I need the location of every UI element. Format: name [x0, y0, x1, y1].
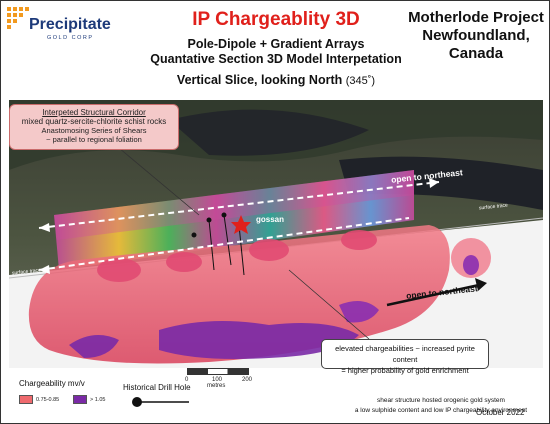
legend-label-low: 0.75-0.85 — [36, 397, 60, 403]
logo-subtitle: GOLD CORP — [47, 35, 94, 41]
model-scene — [9, 100, 543, 368]
page-title: IP Chargeablity 3D — [192, 9, 360, 30]
scale-tick-200: 200 — [242, 377, 253, 383]
scale-tick-0: 0 — [185, 377, 189, 383]
scale-unit: metres — [207, 383, 226, 389]
slice-angle: (345˚) — [345, 75, 376, 87]
project-name: Motherlode Project — [408, 9, 544, 26]
isosurface-bump — [166, 252, 202, 272]
gossan-star-icon — [231, 215, 251, 234]
isosurface-core-east — [463, 255, 479, 275]
legend-swatch-low — [19, 395, 33, 404]
arrow-head-west-icon — [39, 223, 50, 232]
footer-note: shear structure hosted orogenic gold sys… — [331, 396, 549, 416]
lake-shape — [169, 109, 369, 156]
callout-leader-2 — [288, 269, 370, 340]
legend-title: Chargeability mv/v — [19, 379, 85, 388]
slice-label: Vertical Slice, looking North — [176, 73, 343, 87]
arrow-head-west-icon — [39, 265, 50, 274]
legend-drill-label: Historical Drill Hole — [123, 383, 191, 392]
arrow-head-east-icon — [475, 278, 487, 291]
isosurface-bump — [249, 239, 289, 261]
open-arrow-line — [386, 283, 480, 307]
footer-line2: a low sulphide content and low IP charge… — [354, 407, 528, 414]
date-label: October 2022 — [476, 408, 525, 417]
scale-bar — [187, 368, 249, 375]
footer-line1: shear structure hosted orogenic gold sys… — [377, 397, 505, 404]
chargeability-callout: elevated chargeabilities ~ increased pyr… — [321, 339, 489, 375]
slice-heading: Vertical Slice, looking North (345˚) — [116, 73, 436, 87]
legend-swatch-high — [73, 395, 87, 404]
callout-shears: Anastomosing Series of Shears — [41, 126, 147, 135]
chargeability-section — [54, 170, 414, 270]
arrow-head-east-icon — [429, 178, 439, 188]
section-upper-band — [54, 170, 414, 240]
label-gossan: gossan — [256, 215, 285, 224]
open-direction-arrows — [38, 181, 440, 271]
drill-hole-legend-icon — [132, 397, 189, 407]
chargeability-core-high-1 — [159, 321, 359, 359]
logo-wordmark: Precipitate — [29, 16, 111, 33]
subtitle-model: Quantative Section 3D Model Interpetatio… — [150, 52, 402, 66]
isosurface-bump — [97, 258, 141, 282]
subtitle-arrays: Pole-Dipole + Gradient Arrays — [187, 37, 365, 51]
chargeability-core-high-2 — [69, 335, 119, 358]
lake-shape-east — [339, 156, 543, 210]
callout2-line1: elevated chargeabilities ~ increased pyr… — [335, 344, 475, 364]
structural-corridor-callout: Interpeted Structural Corridor mixed qua… — [9, 104, 179, 150]
project-location: Newfoundland, Canada — [422, 27, 530, 62]
isosurface-bump — [341, 230, 377, 250]
callout2-line2: = higher probability of gold enrichment — [341, 366, 469, 375]
callout-rocks: mixed quartz-sercite-chlorite schist roc… — [21, 117, 167, 126]
callout-leader — [118, 147, 200, 216]
callout-foliation: ~ parallel to regional foliation — [46, 135, 142, 144]
scale-tick-100: 100 — [212, 377, 223, 383]
chargeability-core-high-3 — [339, 301, 379, 323]
callout-title: Interpeted Structural Corridor — [42, 108, 146, 117]
logo-mark-icon — [7, 7, 29, 29]
legend-label-high: > 1.05 — [90, 397, 106, 403]
